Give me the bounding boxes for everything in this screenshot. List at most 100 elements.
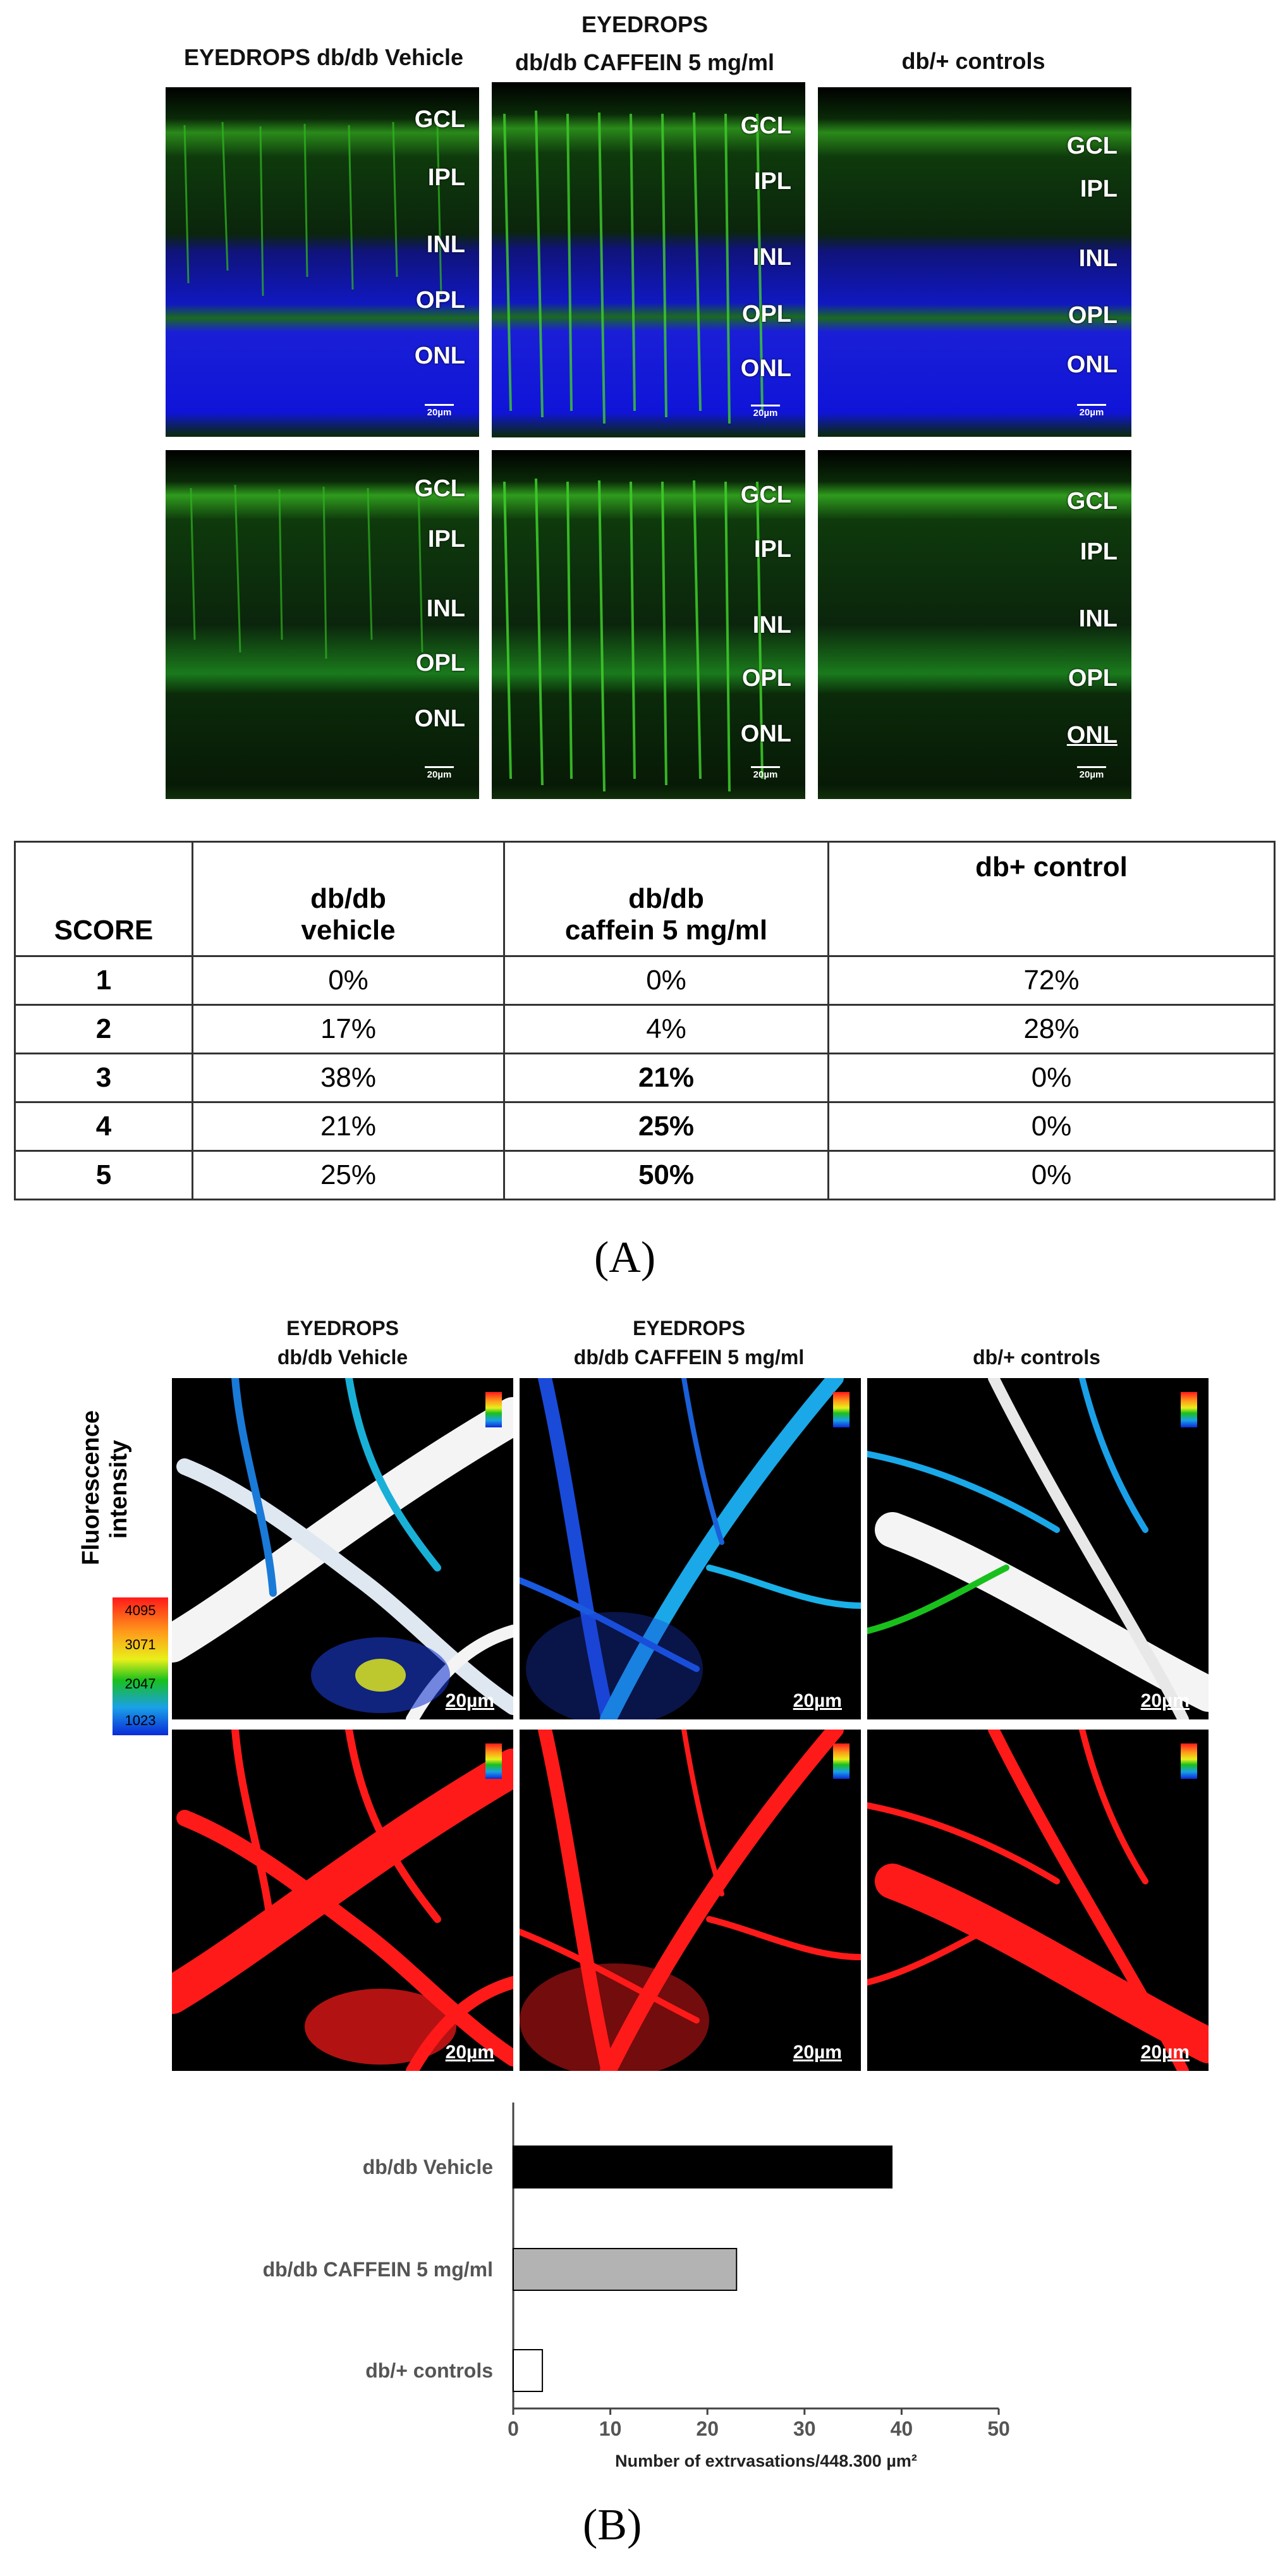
bar-label-controls: db/+ controls	[365, 2359, 493, 2382]
bar-2	[513, 2349, 544, 2392]
layer-label-inl: INL	[1078, 245, 1118, 272]
fluorescence-label-line1: Fluorescence	[78, 1410, 104, 1565]
layer-label-inl: INL	[426, 595, 465, 622]
col-title-vehicle-b-line2: db/db Vehicle	[277, 1346, 408, 1369]
header-vehicle-line2: vehicle	[301, 915, 396, 946]
score-cell: 4	[14, 1101, 193, 1152]
layer-label-gcl: GCL	[740, 482, 791, 508]
fluorescence-label-line2: intensity	[106, 1439, 132, 1539]
table-row: 2 17% 4% 28%	[14, 1004, 1276, 1054]
bar-chart-plot	[512, 2103, 1000, 2415]
layer-label-onl: ONL	[414, 343, 465, 369]
score-cell: 5	[14, 1150, 193, 1200]
col-title-caffein-b-line1: EYEDROPS	[633, 1317, 745, 1340]
x-tick-label: 40	[890, 2417, 913, 2440]
scale-bar: 20µm	[425, 766, 454, 780]
red-vessel-image-caffein: 20µm	[520, 1730, 861, 2071]
header-caffein: db/db caffein 5 mg/ml	[503, 841, 829, 957]
scale-bar: 20µm	[1140, 2042, 1190, 2063]
vehicle-cell: 17%	[192, 1004, 505, 1054]
layer-label-opl: OPL	[1068, 665, 1118, 692]
scale-value-1023: 1023	[125, 1712, 156, 1728]
retina-image-control-green: GCL IPL INL OPL ONL 20µm	[818, 450, 1131, 799]
red-vessel-image-vehicle: 20µm	[172, 1730, 513, 2071]
layer-label-gcl: GCL	[740, 113, 791, 139]
col-title-controls-a: db/+ controls	[901, 48, 1045, 74]
col-title-caffein-a-line2: db/db CAFFEIN 5 mg/ml	[515, 49, 774, 75]
scale-value-2047: 2047	[125, 1676, 156, 1692]
panel-label-b: (B)	[583, 2501, 642, 2549]
layer-label-ipl: IPL	[427, 164, 465, 191]
table-row: 4 21% 25% 0%	[14, 1101, 1276, 1152]
col-title-vehicle-a: EYEDROPS db/db Vehicle	[183, 44, 464, 70]
scale-bar: 20µm	[1140, 1690, 1190, 1711]
score-cell: 1	[14, 955, 193, 1006]
heatmap-image-control: 20µm	[867, 1378, 1209, 1719]
header-control: db+ control	[827, 841, 1276, 957]
layer-label-inl: INL	[1078, 606, 1118, 632]
layer-label-inl: INL	[752, 244, 791, 271]
layer-label-onl: ONL	[740, 721, 791, 747]
layer-label-opl: OPL	[1068, 302, 1118, 329]
retina-image-control-merged: GCL IPL INL OPL ONL 20µm	[818, 87, 1131, 437]
layer-label-opl: OPL	[741, 665, 791, 692]
layer-label-onl: ONL	[740, 355, 791, 382]
retina-image-caffein-green: GCL IPL INL OPL ONL 20µm	[492, 450, 805, 799]
caffein-cell: 21%	[503, 1053, 829, 1103]
scale-value-4095: 4095	[125, 1602, 156, 1618]
layer-label-onl: ONL	[1066, 722, 1118, 748]
scale-bar: 20µm	[793, 1690, 842, 1711]
x-tick-label: 50	[987, 2417, 1010, 2440]
scale-bar: 20µm	[445, 2042, 494, 2063]
score-cell: 2	[14, 1004, 193, 1054]
retina-image-vehicle-merged: GCL IPL INL OPL ONL 20µm	[166, 87, 479, 437]
layer-label-gcl: GCL	[414, 475, 465, 502]
scale-value-3071: 3071	[125, 1637, 156, 1652]
scale-bar: 20µm	[751, 405, 780, 418]
header-vehicle: db/db vehicle	[192, 841, 505, 957]
table-row: 3 38% 21% 0%	[14, 1053, 1276, 1103]
col-title-caffein-b-line2: db/db CAFFEIN 5 mg/ml	[573, 1346, 805, 1369]
layer-label-opl: OPL	[415, 650, 465, 676]
caffein-cell: 4%	[503, 1004, 829, 1054]
control-cell: 72%	[827, 955, 1276, 1006]
heatmap-image-caffein: 20µm	[520, 1378, 861, 1719]
layer-label-inl: INL	[752, 612, 791, 638]
table-row: 5 25% 50% 0%	[14, 1150, 1276, 1200]
scale-bar: 20µm	[1077, 766, 1106, 780]
retina-image-vehicle-green: GCL IPL INL OPL ONL 20µm	[166, 450, 479, 799]
col-title-vehicle-b-line1: EYEDROPS	[286, 1317, 399, 1340]
header-vehicle-line1: db/db	[310, 883, 386, 914]
scale-bar: 20µm	[751, 766, 780, 780]
layer-label-ipl: IPL	[753, 536, 791, 563]
x-axis-label: Number of extrvasations/448.300 µm²	[615, 2451, 917, 2470]
layer-label-opl: OPL	[741, 301, 791, 327]
retina-image-caffein-merged: GCL IPL INL OPL ONL 20µm	[492, 82, 805, 437]
table-header-row: SCORE db/db vehicle db/db caffein 5 mg/ml …	[14, 841, 1276, 957]
layer-label-gcl: GCL	[1066, 133, 1118, 159]
layer-label-ipl: IPL	[427, 526, 465, 552]
layer-label-onl: ONL	[414, 705, 465, 732]
caffein-cell: 0%	[503, 955, 829, 1006]
caffein-cell: 50%	[503, 1150, 829, 1200]
layer-label-ipl: IPL	[753, 168, 791, 195]
heatmap-image-vehicle: 20µm	[172, 1378, 513, 1719]
control-cell: 0%	[827, 1101, 1276, 1152]
scale-bar: 20µm	[1077, 404, 1106, 418]
layer-label-ipl: IPL	[1080, 176, 1118, 202]
header-score: SCORE	[14, 841, 193, 957]
bar-0	[513, 2146, 893, 2188]
scale-bar: 20µm	[793, 2042, 842, 2063]
header-caffein-line2: caffein 5 mg/ml	[564, 915, 768, 946]
bar-label-vehicle: db/db Vehicle	[362, 2156, 493, 2178]
fluorescence-color-scale: 4095 3071 2047 1023	[113, 1597, 168, 1735]
layer-label-opl: OPL	[415, 287, 465, 314]
caffein-cell: 25%	[503, 1101, 829, 1152]
layer-label-inl: INL	[426, 231, 465, 258]
red-vessel-image-control: 20µm	[867, 1730, 1209, 2071]
vehicle-cell: 0%	[192, 955, 505, 1006]
bar-1	[513, 2248, 738, 2291]
bar-label-caffein: db/db CAFFEIN 5 mg/ml	[262, 2258, 493, 2281]
vehicle-cell: 38%	[192, 1053, 505, 1103]
col-title-controls-b: db/+ controls	[973, 1346, 1100, 1369]
